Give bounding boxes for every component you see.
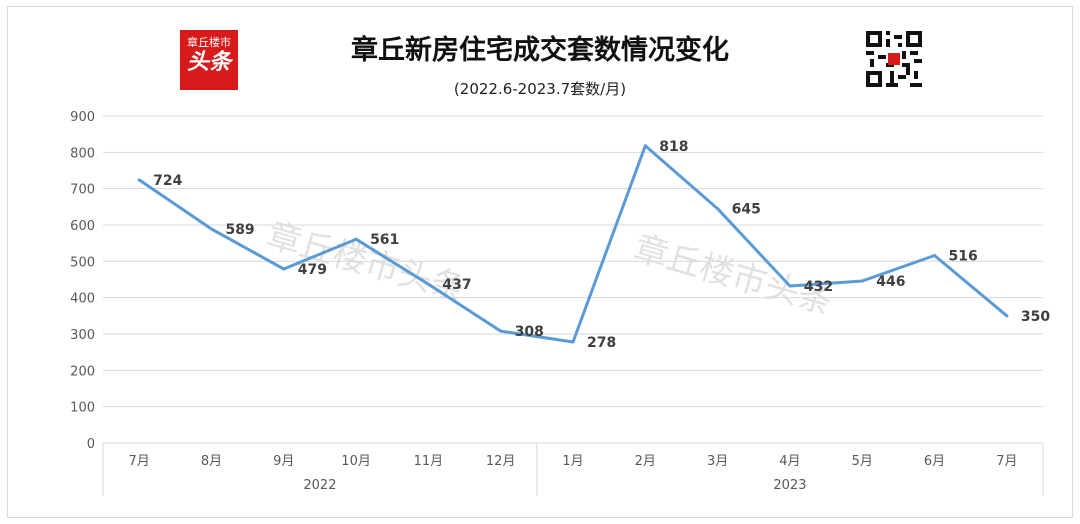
data-label: 516 [949, 249, 978, 265]
x-tick-label: 5月 [852, 454, 873, 469]
x-tick-label: 10月 [341, 454, 371, 469]
data-point [137, 178, 141, 182]
data-label: 645 [732, 202, 761, 218]
x-group-label: 2023 [773, 478, 806, 493]
chart-subtitle: (2022.6-2023.7套数/月) [453, 80, 627, 98]
x-tick-label: 3月 [707, 454, 728, 469]
watermark-text: 章丘楼市头条 [630, 228, 837, 323]
data-point [209, 227, 213, 231]
data-point [571, 340, 575, 344]
data-point [933, 254, 937, 258]
y-tick-label: 500 [70, 255, 95, 270]
x-tick-label: 7月 [129, 454, 150, 469]
watermark-text: 章丘楼市头条 [263, 215, 470, 310]
chart-frame [7, 6, 1073, 518]
data-point [860, 279, 864, 283]
x-group-label: 2022 [303, 478, 336, 493]
data-point [716, 207, 720, 211]
y-tick-label: 0 [87, 437, 95, 452]
data-point [643, 144, 647, 148]
x-tick-label: 4月 [779, 454, 800, 469]
y-tick-label: 600 [70, 219, 95, 234]
data-point [426, 282, 430, 286]
data-label: 818 [659, 139, 688, 155]
y-tick-label: 200 [70, 364, 95, 379]
data-point [282, 267, 286, 271]
data-label: 589 [225, 222, 254, 238]
y-tick-label: 900 [70, 110, 95, 125]
x-tick-label: 2月 [635, 454, 656, 469]
qr-code-icon [866, 31, 922, 87]
y-tick-label: 800 [70, 146, 95, 161]
data-label: 561 [370, 232, 399, 248]
data-point [1005, 314, 1009, 318]
data-label: 278 [587, 335, 616, 351]
data-label: 479 [298, 262, 327, 278]
y-tick-label: 400 [70, 292, 95, 307]
data-label: 350 [1021, 309, 1050, 325]
toutiao-logo: 章丘楼市 头条 [180, 30, 238, 90]
y-tick-label: 700 [70, 183, 95, 198]
data-label: 308 [515, 324, 544, 340]
logo-text-top: 章丘楼市 [187, 36, 231, 49]
data-point [499, 329, 503, 333]
x-tick-label: 1月 [562, 454, 583, 469]
x-tick-label: 9月 [273, 454, 294, 469]
x-tick-label: 11月 [414, 454, 444, 469]
data-point [354, 237, 358, 241]
data-label: 724 [153, 173, 182, 189]
y-tick-label: 300 [70, 328, 95, 343]
data-point [788, 284, 792, 288]
data-label: 432 [804, 279, 833, 295]
logo-text-bottom: 头条 [186, 50, 231, 75]
x-tick-label: 6月 [924, 454, 945, 469]
y-tick-label: 100 [70, 401, 95, 416]
data-label: 446 [876, 274, 905, 290]
data-label: 437 [442, 277, 471, 293]
x-tick-label: 12月 [486, 454, 516, 469]
x-tick-label: 8月 [201, 454, 222, 469]
chart-title: 章丘新房住宅成交套数情况变化 [351, 35, 729, 66]
x-tick-label: 7月 [996, 454, 1017, 469]
